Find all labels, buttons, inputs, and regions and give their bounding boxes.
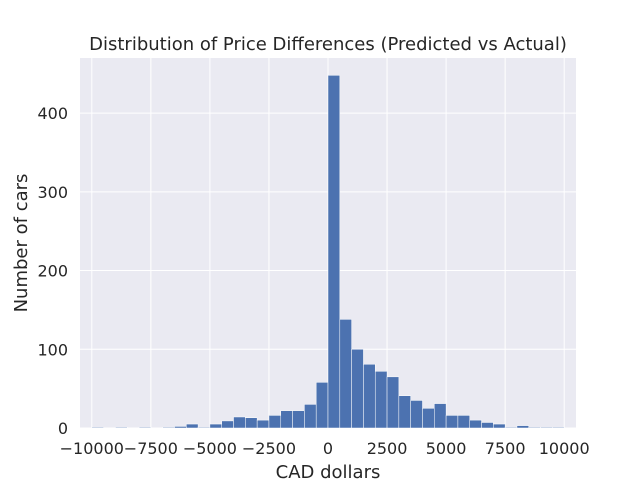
histogram-bar: [162, 426, 175, 429]
histogram-bar: [374, 371, 388, 429]
histogram-bar: [540, 426, 553, 429]
x-tick-label: −5000: [183, 439, 237, 458]
x-tick-label: −2500: [242, 439, 296, 458]
histogram-bar: [410, 400, 423, 429]
histogram-bar: [422, 408, 435, 429]
histogram-bar: [469, 419, 482, 429]
histogram-bar: [186, 423, 199, 429]
histogram-bar: [434, 403, 447, 429]
y-axis-label: Number of cars: [11, 174, 32, 313]
histogram-bar: [528, 426, 541, 429]
histogram-bar: [457, 415, 470, 429]
histogram-bar: [516, 425, 530, 429]
histogram-bar: [351, 349, 364, 429]
histogram-bar: [398, 395, 411, 429]
x-tick-label: 2500: [367, 439, 408, 458]
histogram-bar: [504, 426, 518, 429]
histogram-bar: [256, 419, 270, 429]
histogram-bar: [445, 415, 459, 429]
x-tick-label: −10000: [60, 439, 124, 458]
histogram-bar: [174, 426, 187, 429]
histogram-bar: [197, 426, 211, 429]
histogram-bar: [221, 420, 234, 429]
histogram-bar: [481, 422, 494, 429]
x-tick-label: −7500: [124, 439, 178, 458]
histogram-bars: [91, 75, 565, 429]
histogram-bar: [280, 410, 293, 429]
histogram-bar: [138, 426, 152, 429]
x-tick-label: 7500: [485, 439, 526, 458]
histogram-bar: [292, 410, 305, 429]
histogram-bar: [493, 423, 506, 429]
histogram-bar: [233, 416, 246, 429]
y-tick-label: 300: [37, 183, 68, 202]
histogram-bar: [209, 423, 222, 429]
histogram-bar: [339, 319, 352, 429]
x-tick-label: 5000: [426, 439, 467, 458]
histogram-bar: [327, 75, 341, 429]
y-tick-label: 400: [37, 104, 68, 123]
x-tick-label: 10000: [539, 439, 590, 458]
chart-title: Distribution of Price Differences (Predi…: [89, 34, 567, 55]
histogram-bar: [315, 382, 329, 429]
histogram-bar: [245, 417, 258, 429]
x-axis-label: CAD dollars: [276, 462, 381, 480]
histogram-bar: [268, 415, 282, 429]
y-tick-label: 200: [37, 262, 68, 281]
y-tick-label: 0: [58, 419, 68, 438]
histogram-bar: [115, 426, 128, 429]
histogram-bar: [304, 404, 317, 429]
histogram-bar: [91, 426, 104, 429]
histogram-bar: [363, 363, 376, 429]
histogram-bar: [552, 426, 565, 429]
y-tick-label: 100: [37, 340, 68, 359]
histogram-bar: [386, 376, 400, 429]
y-axis-ticks: 0 100 200 300 400: [37, 104, 68, 438]
x-axis-ticks: −10000 −7500 −5000 −2500 0 2500 5000 7500 10000: [60, 439, 590, 458]
x-tick-label: 0: [323, 439, 333, 458]
